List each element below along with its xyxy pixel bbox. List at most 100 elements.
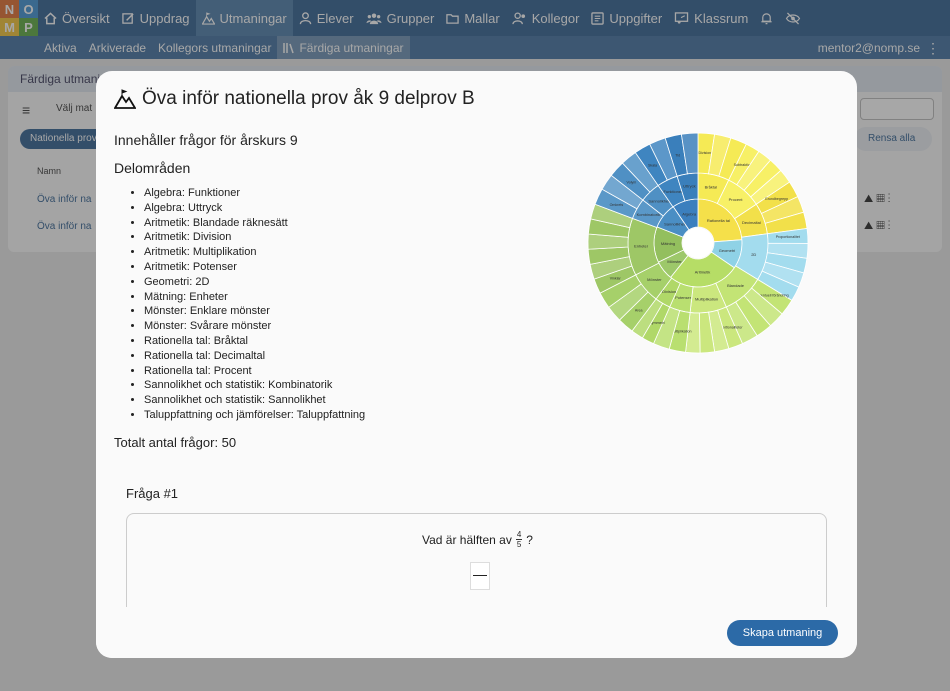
column-header-name: Namn	[37, 166, 62, 176]
question-prompt: Vad är hälften av	[422, 532, 512, 547]
nav-uppgifter[interactable]: Uppgifter	[585, 0, 668, 36]
filter-chip[interactable]: Nationella prov	[20, 129, 107, 149]
area-item: Sannolikhet och statistik: Kombinatorik	[144, 378, 365, 393]
nav-oversikt[interactable]: Översikt	[38, 0, 116, 36]
nav-uppdrag[interactable]: Uppdrag	[116, 0, 196, 36]
sub-nav: Aktiva Arkiverade Kollegors utmaningar F…	[0, 36, 950, 59]
more-icon[interactable]: ⋮	[887, 220, 891, 232]
sunburst-label: Division	[662, 289, 676, 294]
area-item: Aritmetik: Blandade räknesätt	[144, 216, 365, 231]
notifications-button[interactable]	[754, 0, 779, 36]
sunburst-outer-segment[interactable]	[680, 132, 699, 175]
sunburst-label: Sannolikhet	[648, 199, 670, 204]
sunburst-label: Mönster	[647, 277, 662, 282]
top-nav: N O M P Översikt Uppdrag Utmaningar Elev…	[0, 0, 950, 36]
nav-mallar[interactable]: Mallar	[440, 0, 505, 36]
person-icon	[299, 11, 312, 24]
sunburst-label: Algebra	[682, 211, 697, 216]
sunburst-label: Mätning	[661, 241, 675, 246]
nav-utmaningar[interactable]: Utmaningar	[195, 0, 293, 36]
nav-label: Uppgifter	[609, 10, 663, 26]
sunburst-outer-label: Proportionaliteter	[715, 325, 743, 329]
account-menu-icon[interactable]: ⋮	[926, 40, 940, 56]
mountain-icon	[201, 11, 215, 25]
nav-klassrum[interactable]: Klassrum	[668, 0, 754, 36]
more-icon[interactable]: ⋮	[887, 193, 891, 205]
classroom-icon	[674, 11, 689, 24]
modal-title: Öva inför nationella prov åk 9 delprov B	[114, 88, 475, 110]
subnav-label: Färdiga utmaningar	[299, 40, 404, 55]
topic-sunburst-chart: Rationella tal Geometri Aritmetik Mönster Mä…	[587, 132, 809, 354]
nav-label: Klassrum	[694, 10, 749, 26]
search-input[interactable]	[860, 98, 934, 120]
mountain-icon[interactable]: ⛰	[864, 220, 874, 232]
nav-label: Översikt	[62, 10, 110, 26]
create-challenge-button[interactable]: Skapa utmaning	[727, 620, 838, 646]
subnav-fardiga-utmaningar[interactable]: Färdiga utmaningar	[277, 36, 410, 59]
row-actions: ⛰ ▦ ⋮	[864, 220, 891, 233]
eye-off-icon	[786, 11, 801, 25]
nav-label: Kollegor	[531, 10, 580, 26]
sunburst-label: Aritmetik	[695, 270, 711, 275]
grid-icon[interactable]: ▦	[876, 220, 885, 232]
sunburst-outer-label: Area	[635, 309, 643, 313]
sunburst-label: Decimaltal	[742, 220, 761, 225]
filter-select[interactable]: Välj mat	[56, 103, 93, 114]
group-icon	[366, 12, 382, 24]
nav-grupper[interactable]: Grupper	[360, 0, 441, 36]
tasks-icon	[591, 11, 605, 25]
nav-label: Elever	[316, 10, 354, 26]
area-item: Mönster: Enklare mönster	[144, 304, 365, 319]
logo-letter-p: P	[19, 18, 38, 36]
nav-kollegor[interactable]: Kollegor	[506, 0, 586, 36]
clear-all-button[interactable]: Rensa alla	[854, 127, 932, 151]
user-email[interactable]: mentor2@nomp.se	[817, 41, 920, 55]
mountain-icon[interactable]: ⛰	[864, 193, 874, 205]
colleague-icon	[512, 11, 525, 24]
area-item: Algebra: Funktioner	[144, 186, 365, 201]
area-item: Mätning: Enheter	[144, 290, 365, 305]
subnav-kollegors-utmaningar[interactable]: Kollegors utmaningar	[158, 40, 272, 55]
sunburst-label: Funktioner	[664, 189, 684, 194]
sunburst-label: Uttryck	[683, 184, 695, 189]
logo-letter-o: O	[19, 0, 38, 18]
areas-heading: Delområden	[114, 160, 191, 176]
answer-fraction-input[interactable]	[470, 562, 490, 590]
area-item: Algebra: Uttryck	[144, 201, 365, 216]
logo-letter-n: N	[0, 0, 19, 18]
nav-elever[interactable]: Elever	[293, 0, 360, 36]
table-row[interactable]: Öva inför na	[37, 221, 92, 232]
total-questions: Totalt antal frågor: 50	[114, 435, 237, 450]
sunburst-label: Enheter	[634, 243, 649, 248]
area-item: Rationella tal: Procent	[144, 364, 365, 379]
subnav-aktiva[interactable]: Aktiva	[44, 40, 77, 55]
folder-icon	[446, 13, 460, 24]
nav-label: Grupper	[386, 10, 435, 26]
sunburst-label: Blandade	[727, 283, 745, 288]
sunburst-outer-label: Vinklar	[610, 276, 622, 280]
nomp-logo[interactable]: N O M P	[0, 0, 38, 36]
sunburst-label: Procent	[729, 197, 744, 202]
home-icon	[44, 11, 57, 24]
filter-icon[interactable]: ≡	[22, 102, 31, 118]
sunburst-outer-label: Volym	[627, 180, 637, 184]
nav-label: Utmaningar	[219, 10, 287, 26]
visibility-toggle-button[interactable]	[779, 0, 807, 36]
sunburst-label: Potenser	[675, 295, 692, 300]
question-card: Vad är hälften av 4 5 ?	[126, 513, 827, 623]
sunburst-outer-label: Tid	[675, 153, 680, 157]
modal-title-text: Öva inför nationella prov åk 9 delprov B	[142, 88, 475, 109]
area-item: Aritmetik: Potenser	[144, 260, 365, 275]
table-row[interactable]: Öva inför na	[37, 194, 92, 205]
area-item: Mönster: Svårare mönster	[144, 319, 365, 334]
sunburst-label: Bråktal	[705, 185, 718, 190]
area-item: Aritmetik: Division	[144, 230, 365, 245]
subnav-arkiverade[interactable]: Arkiverade	[88, 40, 147, 55]
grid-icon[interactable]: ▦	[876, 193, 885, 205]
area-item: Taluppfattning och jämförelser: Taluppfa…	[144, 408, 365, 423]
sunburst-outer-label: Skala	[648, 163, 657, 167]
nav-label: Uppdrag	[139, 10, 190, 26]
fraction-denominator: 5	[516, 540, 522, 549]
sunburst-outer-label: Grundbegrepp	[765, 197, 788, 201]
sunburst-outer-label: Omkrets	[610, 203, 624, 207]
